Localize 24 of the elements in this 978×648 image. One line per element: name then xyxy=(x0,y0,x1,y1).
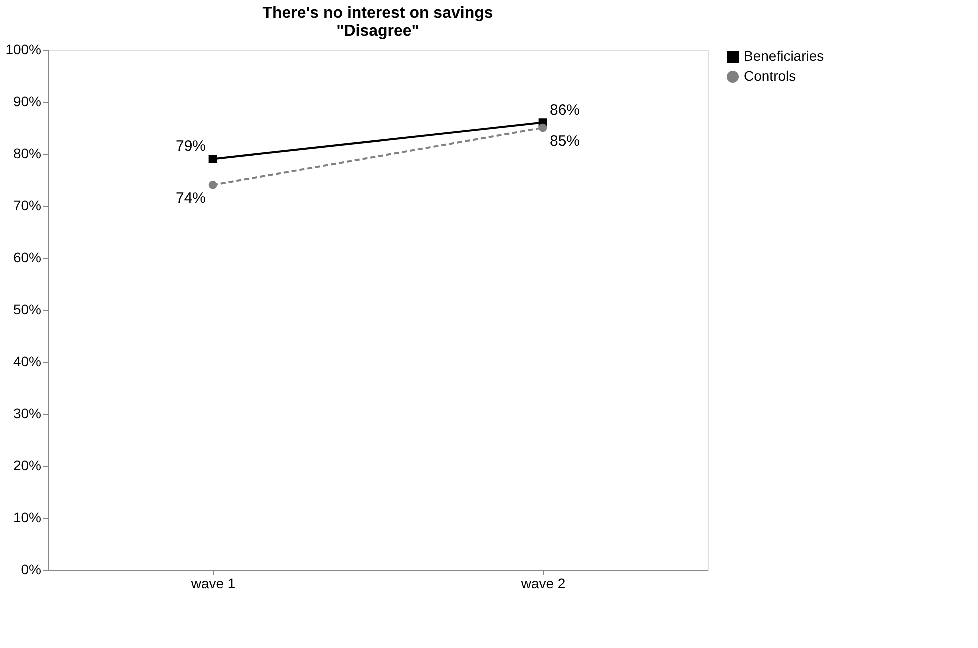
y-tick-label: 100% xyxy=(6,42,42,58)
y-tick-label: 0% xyxy=(21,562,42,578)
data-label: 85% xyxy=(550,133,580,150)
data-label: 79% xyxy=(176,138,206,156)
data-label: 86% xyxy=(550,102,580,119)
legend-label: Controls xyxy=(744,68,796,84)
text: There's no interest on savings xyxy=(262,5,494,22)
y-tick-label: 60% xyxy=(13,250,42,266)
y-tick-label: 50% xyxy=(13,302,42,318)
y-tick-label: 80% xyxy=(13,146,42,162)
text: "Disagree" xyxy=(336,23,420,40)
legend-label: Beneficiaries xyxy=(744,48,824,64)
y-tick-label: 90% xyxy=(13,94,42,110)
x-tick-label: wave 2 xyxy=(520,576,566,592)
x-tick-label: wave 1 xyxy=(190,576,236,592)
y-tick-label: 30% xyxy=(13,406,42,422)
point xyxy=(208,181,218,190)
point xyxy=(538,124,548,132)
data-label: 74% xyxy=(176,190,206,208)
y-tick-label: 20% xyxy=(13,458,42,474)
point xyxy=(208,155,218,164)
y-tick-label: 40% xyxy=(13,354,42,370)
y-tick-label: 10% xyxy=(13,510,42,526)
y-tick-label: 70% xyxy=(13,198,42,214)
